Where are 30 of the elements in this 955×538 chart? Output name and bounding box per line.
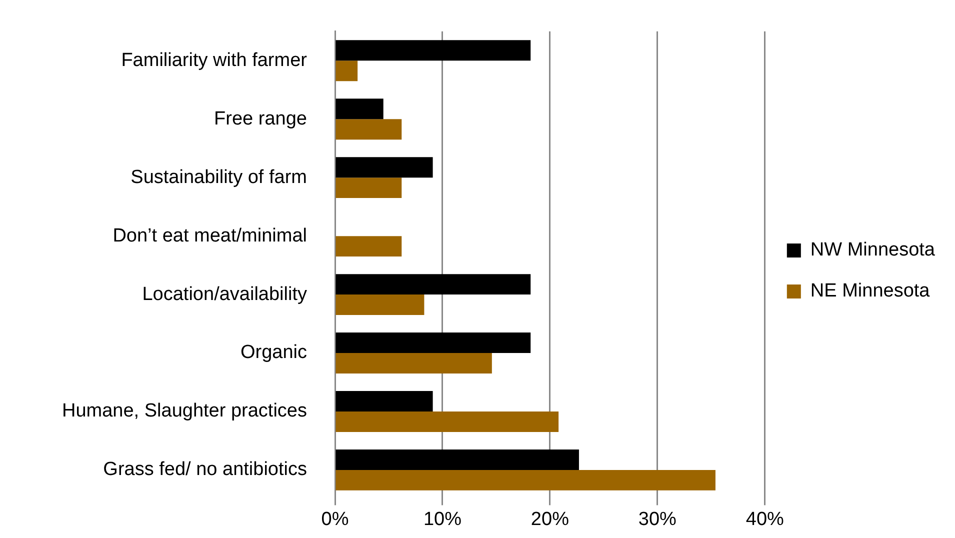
y-tick-label: Humane, Slaughter practices [62,400,307,422]
legend-label: NE Minnesota [810,280,930,302]
bar [336,449,579,470]
x-tick-label: 20% [530,508,570,530]
bar [336,411,559,432]
bar [336,178,402,198]
bar [336,353,492,374]
x-tick-label: 40% [746,508,784,530]
x-tick-label: 30% [638,508,677,530]
bar [336,236,402,257]
bar [336,157,433,178]
y-tick-label: Grass fed/ no antibiotics [103,459,307,480]
bar [336,60,358,82]
legend-label: NW Minnesota [810,240,936,261]
y-tick-label: Don’t eat meat/minimal [112,225,307,246]
bar [336,470,716,490]
y-tick-label: Organic [240,342,307,364]
x-tick-label: 10% [423,508,462,530]
x-tick-label: 0% [321,508,349,530]
y-tick-label: Sustainability of farm [130,166,307,188]
bar [336,119,402,140]
bar [336,391,433,412]
bar [336,40,531,61]
bar [336,332,531,354]
bar [336,274,531,295]
bar [336,98,384,120]
y-tick-label: Location/availability [142,284,308,305]
bar [336,294,424,316]
y-tick-label: Free range [214,108,307,130]
y-tick-label: Familiarity with farmer [121,50,308,71]
